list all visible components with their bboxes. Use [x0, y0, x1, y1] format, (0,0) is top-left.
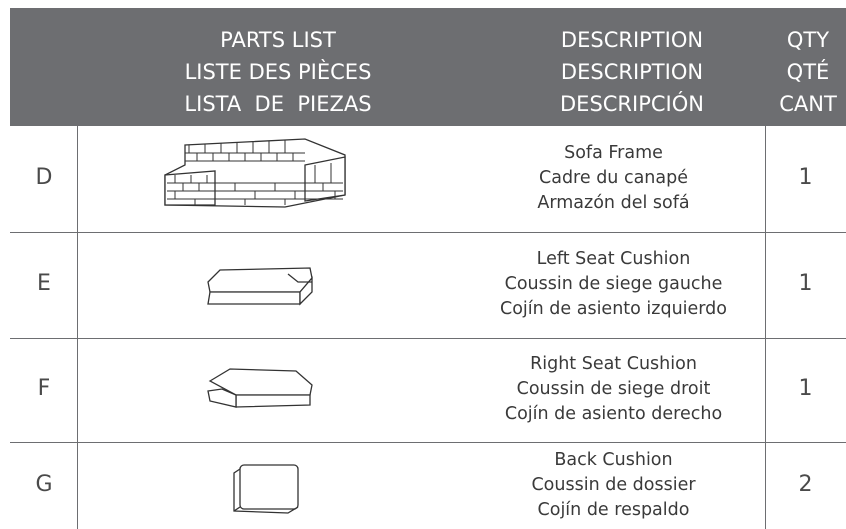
left-seat-cushion-illustration [207, 267, 313, 306]
header-text: CANT [779, 92, 837, 116]
column-divider [765, 125, 766, 529]
description-line: Cadre du canapé [539, 167, 688, 188]
right-seat-cushion-illustration [207, 368, 313, 408]
description-line: Cojín de asiento derecho [504, 404, 723, 424]
part-letter: F [37, 376, 51, 401]
description-line: Left Seat Cushion [536, 249, 691, 269]
header-text: QTY [786, 28, 830, 52]
description-line: Right Seat Cushion [530, 354, 697, 374]
description-line: Cojín de respaldo [537, 499, 690, 520]
row-divider [10, 232, 846, 233]
quantity: 2 [798, 471, 813, 497]
description-line: Cojín de asiento izquierdo [499, 299, 727, 319]
row-divider [10, 125, 846, 126]
column-divider [77, 125, 78, 529]
part-letter: E [37, 271, 51, 296]
row-divider [10, 338, 846, 339]
quantity: 1 [798, 376, 813, 401]
description-line: Armazón del sofá [537, 192, 690, 213]
description-line: Coussin de dossier [531, 474, 696, 495]
sofa-frame-illustration [164, 138, 346, 208]
header-bar [10, 8, 846, 125]
part-letter: G [35, 471, 53, 497]
description-line: Coussin de siege gauche [504, 274, 723, 294]
header-text: LISTA DE PIEZAS [184, 92, 372, 116]
description-line: Coussin de siege droit [516, 379, 711, 399]
header-text: PARTS LIST [220, 28, 336, 52]
description-line: Back Cushion [554, 449, 673, 470]
header-text: LISTE DES PIÈCES [184, 60, 372, 84]
quantity: 1 [798, 271, 813, 296]
row-divider [10, 442, 846, 443]
part-letter: D [35, 164, 53, 190]
header-text: QTÉ [786, 60, 830, 84]
header-text: DESCRIPTION [560, 28, 704, 52]
header-text: DESCRIPCIÓN [560, 92, 704, 116]
back-cushion-illustration [233, 464, 299, 514]
header-text: DESCRIPTION [560, 60, 704, 84]
description-line: Sofa Frame [564, 142, 663, 163]
quantity: 1 [798, 164, 813, 190]
